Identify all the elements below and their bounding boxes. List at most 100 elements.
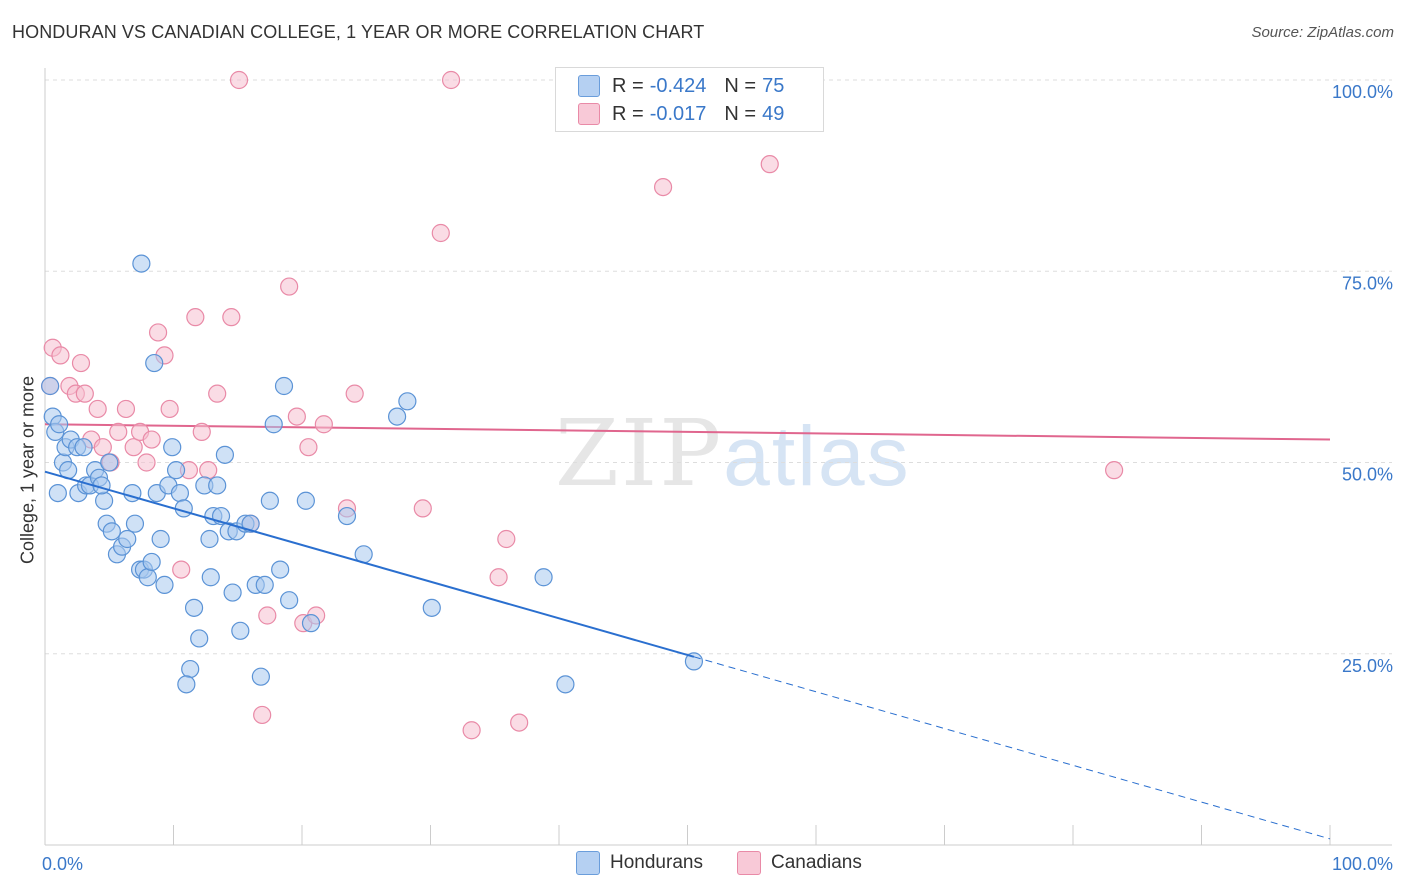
- data-point-canadians: [93, 438, 112, 457]
- bottom-legend-swatch-canadians: [737, 851, 761, 875]
- data-point-canadians: [280, 277, 299, 296]
- legend-n-value-hondurans: 75: [762, 74, 785, 97]
- y-tick-label: 25.0%: [1342, 656, 1393, 676]
- data-point-hondurans: [215, 445, 234, 464]
- data-point-hondurans: [41, 376, 60, 396]
- data-point-hondurans: [177, 675, 196, 694]
- legend-swatch-hondurans: [578, 75, 600, 97]
- data-point-canadians: [760, 155, 779, 174]
- watermark: ZIPatlas: [555, 400, 911, 507]
- chart-title: HONDURAN VS CANADIAN COLLEGE, 1 YEAR OR …: [12, 22, 705, 42]
- data-point-canadians: [124, 438, 143, 457]
- data-point-hondurans: [337, 506, 357, 526]
- watermark-zip: ZIP: [555, 400, 724, 507]
- legend-r-value-canadians: -0.017: [649, 102, 707, 125]
- data-point-hondurans: [163, 438, 182, 457]
- data-point-hondurans: [241, 514, 260, 533]
- data-point-canadians: [116, 399, 136, 419]
- data-point-hondurans: [301, 614, 321, 633]
- points-layer: [41, 70, 1124, 740]
- data-point-canadians: [462, 721, 481, 740]
- data-point-hondurans: [174, 499, 193, 518]
- data-point-hondurans: [151, 529, 170, 549]
- data-point-canadians: [258, 606, 277, 625]
- data-point-hondurans: [95, 491, 114, 510]
- trend-layer-hondurans: [44, 470, 1331, 840]
- x-tick-label: 0.0%: [42, 854, 83, 874]
- data-point-canadians: [253, 705, 272, 725]
- bottom-legend-label-hondurans: Hondurans: [610, 852, 703, 873]
- data-point-hondurans: [271, 560, 290, 579]
- bottom-legend-label-canadians: Canadians: [771, 852, 862, 873]
- correlation-legend: R = -0.424 N = 75 R = -0.017 N = 49: [555, 67, 824, 132]
- data-point-hondurans: [684, 652, 704, 671]
- data-point-hondurans: [251, 667, 270, 686]
- y-tick-label: 50.0%: [1342, 465, 1393, 485]
- data-point-canadians: [1105, 461, 1124, 480]
- data-point-canadians: [186, 308, 205, 327]
- data-point-hondurans: [166, 461, 186, 480]
- data-point-canadians: [314, 415, 333, 434]
- data-point-hondurans: [125, 514, 145, 533]
- data-point-hondurans: [280, 591, 299, 610]
- data-point-canadians: [51, 346, 70, 365]
- bottom-legend-hondurans: Hondurans: [576, 851, 703, 875]
- data-point-canadians: [489, 568, 508, 587]
- data-point-canadians: [75, 384, 94, 403]
- watermark-atlas: atlas: [723, 409, 911, 503]
- data-point-hondurans: [102, 522, 121, 541]
- chart-source: Source: ZipAtlas.com: [1251, 24, 1394, 41]
- data-point-canadians: [497, 529, 516, 549]
- data-point-canadians: [653, 178, 673, 197]
- data-point-hondurans: [142, 552, 161, 572]
- data-point-canadians: [137, 453, 156, 472]
- data-point-hondurans: [100, 453, 119, 472]
- legend-r-label: R =: [612, 102, 644, 125]
- y-tick-label: 75.0%: [1342, 273, 1393, 293]
- data-point-hondurans: [296, 491, 315, 510]
- trend-line-hondurans-extension: [693, 656, 1331, 840]
- data-point-hondurans: [208, 476, 227, 495]
- data-point-hondurans: [50, 415, 69, 434]
- data-point-hondurans: [170, 484, 190, 503]
- tick-label-layer: 100.0% 75.0% 50.0% 25.0% 0.0% 100.0%: [42, 82, 1393, 874]
- data-point-canadians: [413, 499, 432, 518]
- data-point-hondurans: [556, 675, 575, 694]
- data-point-hondurans: [184, 598, 204, 617]
- data-point-hondurans: [231, 621, 250, 640]
- data-point-canadians: [222, 308, 241, 327]
- data-point-canadians: [148, 323, 168, 342]
- legend-r-value-hondurans: -0.424: [649, 74, 707, 97]
- data-point-canadians: [431, 223, 450, 243]
- data-point-hondurans: [155, 575, 174, 595]
- data-point-canadians: [71, 353, 91, 373]
- legend-n-label: N =: [724, 102, 757, 125]
- data-point-canadians: [287, 407, 306, 426]
- data-point-hondurans: [264, 415, 283, 434]
- data-point-canadians: [160, 399, 179, 419]
- data-point-hondurans: [190, 629, 209, 648]
- data-point-canadians: [199, 461, 218, 480]
- data-point-hondurans: [422, 598, 441, 617]
- legend-r-label: R =: [612, 74, 644, 97]
- data-point-hondurans: [398, 392, 417, 411]
- trend-line-hondurans: [44, 470, 695, 658]
- legend-row-hondurans: R = -0.424 N = 75: [578, 73, 784, 99]
- data-point-canadians: [109, 422, 128, 441]
- data-point-canadians: [229, 70, 249, 90]
- data-point-canadians: [299, 438, 318, 457]
- data-point-hondurans: [181, 659, 200, 679]
- data-point-hondurans: [145, 353, 164, 373]
- data-point-canadians: [142, 430, 161, 449]
- data-point-canadians: [441, 70, 461, 90]
- data-point-hondurans: [255, 575, 274, 595]
- data-point-canadians: [172, 560, 191, 579]
- legend-n-value-canadians: 49: [762, 102, 785, 125]
- data-point-hondurans: [387, 407, 407, 426]
- data-point-hondurans: [534, 568, 553, 587]
- x-tick-label: 100.0%: [1332, 854, 1393, 874]
- trend-layer-canadians: [44, 423, 1331, 441]
- data-point-hondurans: [132, 254, 151, 273]
- data-point-canadians: [88, 399, 107, 419]
- bottom-legend-swatch-hondurans: [576, 851, 600, 875]
